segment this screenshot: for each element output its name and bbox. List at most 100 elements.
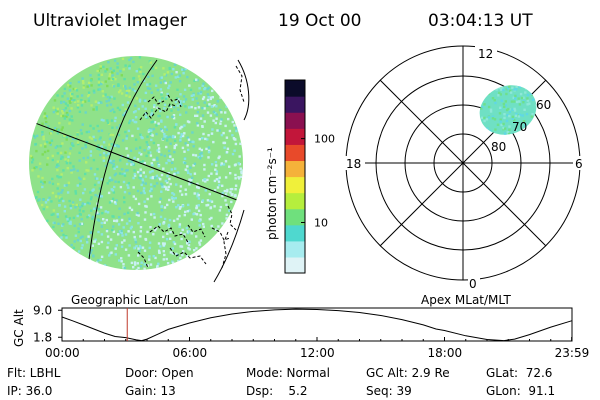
image-speckle (146, 264, 150, 267)
image-speckle (85, 161, 88, 164)
image-speckle (90, 84, 93, 87)
image-speckle (196, 102, 199, 105)
image-speckle (203, 163, 206, 167)
image-speckle (207, 96, 210, 99)
image-speckle (202, 132, 205, 136)
image-speckle (128, 121, 131, 125)
image-speckle (147, 130, 151, 133)
image-speckle (106, 96, 109, 99)
image-speckle (198, 147, 201, 150)
blob-speckle (503, 132, 507, 135)
image-speckle (56, 110, 59, 114)
blob-speckle (480, 97, 484, 100)
image-speckle (187, 247, 190, 250)
image-speckle (31, 161, 34, 164)
image-speckle (78, 223, 82, 226)
image-speckle (84, 172, 87, 176)
image-speckle (62, 169, 65, 172)
blob-speckle (514, 128, 518, 132)
image-speckle (179, 113, 182, 116)
image-speckle (56, 112, 59, 115)
image-speckle (204, 137, 207, 141)
image-speckle (67, 155, 70, 159)
blob-speckle (514, 94, 517, 98)
image-speckle (201, 97, 205, 101)
colorbar-segment (285, 112, 305, 129)
image-speckle (164, 74, 168, 77)
image-speckle (231, 152, 235, 156)
image-speckle (31, 158, 35, 161)
blob-speckle (508, 132, 511, 136)
image-speckle (134, 110, 137, 113)
image-speckle (80, 222, 83, 225)
image-speckle (125, 147, 128, 150)
image-speckle (153, 216, 156, 219)
image-speckle (130, 208, 134, 212)
image-speckle (123, 172, 126, 175)
image-speckle (133, 169, 136, 172)
image-speckle (42, 207, 45, 211)
image-speckle (125, 91, 129, 95)
image-speckle (133, 173, 137, 176)
image-speckle (211, 96, 214, 99)
image-speckle (123, 77, 126, 81)
image-speckle (52, 209, 56, 212)
image-speckle (42, 198, 45, 201)
image-speckle (151, 74, 154, 77)
image-speckle (83, 100, 87, 103)
image-speckle (148, 246, 151, 250)
image-speckle (111, 71, 114, 74)
image-speckle (137, 107, 140, 111)
image-speckle (74, 87, 77, 91)
image-speckle (106, 182, 109, 185)
image-speckle (81, 244, 84, 247)
image-speckle (192, 92, 195, 95)
image-speckle (199, 157, 202, 160)
image-speckle (109, 238, 113, 241)
blob-speckle (508, 128, 511, 131)
image-speckle (208, 217, 211, 221)
image-speckle (214, 111, 217, 115)
image-speckle (138, 56, 142, 59)
image-speckle (62, 114, 65, 118)
image-speckle (191, 131, 194, 134)
image-speckle (131, 134, 134, 138)
image-speckle (194, 114, 197, 117)
image-speckle (124, 87, 128, 90)
image-speckle (152, 255, 155, 258)
image-speckle (60, 101, 63, 104)
blob-speckle (498, 112, 502, 115)
image-speckle (159, 245, 162, 248)
image-speckle (179, 190, 182, 193)
image-speckle (75, 89, 79, 92)
image-speckle (146, 230, 149, 234)
image-speckle (224, 199, 227, 202)
image-speckle (126, 154, 130, 157)
image-speckle (155, 124, 158, 127)
image-speckle (137, 222, 140, 225)
image-speckle (34, 142, 38, 146)
image-speckle (196, 122, 199, 125)
image-speckle (102, 159, 105, 162)
image-speckle (85, 169, 88, 172)
image-speckle (178, 80, 182, 83)
blob-speckle (502, 102, 506, 106)
image-speckle (45, 120, 48, 124)
image-speckle (173, 139, 177, 142)
image-speckle (106, 121, 110, 124)
image-speckle (128, 119, 132, 123)
image-speckle (139, 246, 142, 249)
image-speckle (150, 121, 153, 124)
image-speckle (100, 82, 103, 86)
blob-speckle (533, 125, 536, 129)
image-speckle (219, 108, 222, 112)
image-speckle (214, 228, 218, 231)
image-speckle (240, 172, 243, 175)
image-speckle (228, 165, 231, 168)
image-speckle (207, 146, 211, 149)
image-speckle (175, 71, 178, 74)
image-speckle (215, 172, 218, 176)
image-speckle (55, 165, 58, 168)
image-speckle (46, 149, 50, 153)
image-speckle (86, 156, 90, 159)
